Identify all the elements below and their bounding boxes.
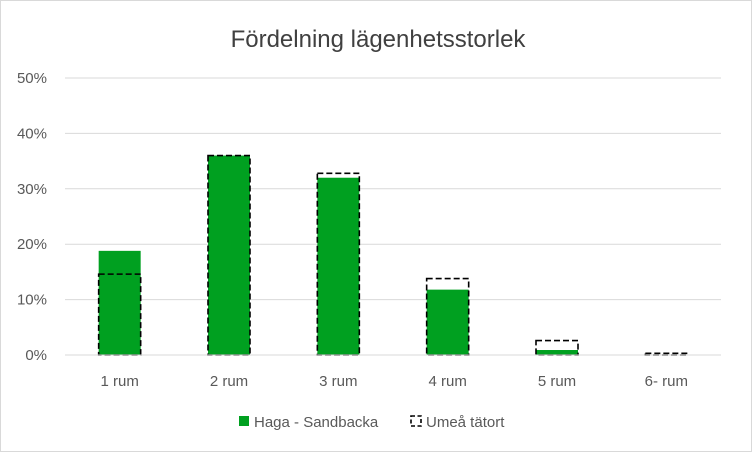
y-tick-label: 30% xyxy=(17,181,47,198)
bar-haga-sandbacka xyxy=(536,350,578,355)
legend-label-haga-sandbacka: Haga - Sandbacka xyxy=(254,414,379,431)
y-tick-label: 40% xyxy=(17,125,47,142)
bar-umea-tatort xyxy=(97,273,142,356)
x-tick-label: 5 rum xyxy=(538,373,576,390)
x-axis-tick-labels: 1 rum 2 rum 3 rum 4 rum 5 rum 6- rum xyxy=(100,373,688,390)
y-tick-label: 20% xyxy=(17,236,47,253)
x-tick-label: 4 rum xyxy=(428,373,466,390)
y-axis-tick-labels: 0% 10% 20% 30% 40% 50% xyxy=(17,70,47,364)
bars xyxy=(98,155,578,355)
y-tick-label: 50% xyxy=(17,70,47,87)
bar-haga-sandbacka xyxy=(208,155,250,355)
legend-swatch-haga-sandbacka xyxy=(239,416,249,426)
chart-title: Fördelning lägenhetsstorlek xyxy=(231,26,527,53)
x-tick-label: 6- rum xyxy=(645,373,688,390)
legend-swatch-umea-tatort xyxy=(410,415,422,427)
bar-haga-sandbacka xyxy=(98,250,141,355)
legend-label-umea-tatort: Umeå tätort xyxy=(426,414,505,431)
bar-haga-sandbacka xyxy=(426,289,469,355)
x-tick-label: 1 rum xyxy=(100,373,138,390)
y-tick-label: 0% xyxy=(25,347,47,364)
x-tick-label: 2 rum xyxy=(210,373,248,390)
legend: Haga - Sandbacka Umeå tätort xyxy=(239,414,505,431)
bar-haga-sandbacka xyxy=(317,177,360,355)
gridlines xyxy=(65,77,721,301)
outline-bars xyxy=(97,154,689,356)
y-tick-label: 10% xyxy=(17,292,47,309)
x-tick-label: 3 rum xyxy=(319,373,357,390)
